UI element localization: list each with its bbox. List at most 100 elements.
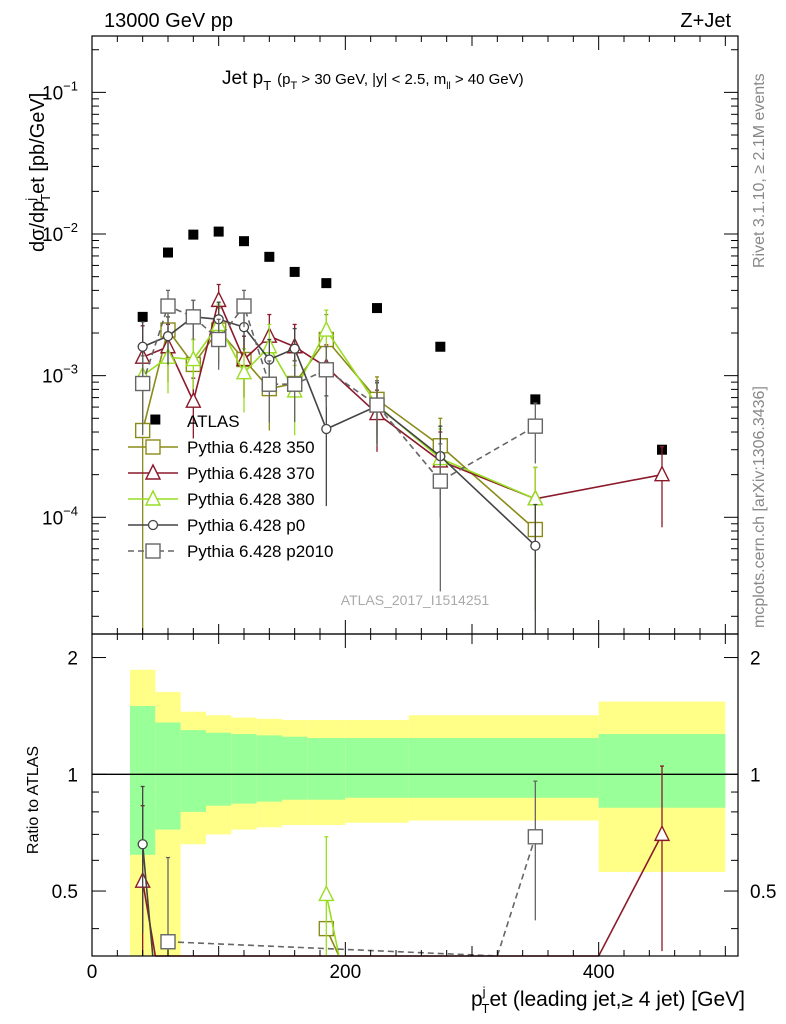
x-label-sup: j — [482, 984, 486, 999]
legend-marker — [147, 519, 159, 531]
legend-marker — [144, 463, 162, 480]
stat-uncertainty-band — [206, 732, 232, 806]
main-data-point — [372, 303, 382, 314]
main-y-label-sup: j — [23, 198, 38, 202]
main-title: Jet pT (pT > 30 GeV, |y| < 2.5, mll > 40 … — [222, 68, 524, 93]
header-right-label: Z+Jet — [680, 10, 731, 32]
main-data-point — [530, 540, 541, 551]
ratio-series-line — [325, 894, 340, 957]
ratio-axis-ticks: 0.5 0.5 1 1 2 2 0 200 400 — [52, 634, 776, 983]
legend-marker — [144, 489, 162, 506]
main-data-point — [160, 298, 176, 314]
main-data-point — [653, 465, 671, 482]
main-title-cut-end: > 40 GeV) — [451, 71, 524, 88]
ratio-data-point — [653, 824, 671, 842]
main-data-point — [321, 423, 332, 435]
legend-label: Pythia 6.428 p0 — [187, 516, 305, 535]
legend-entry: ATLAS — [187, 412, 240, 431]
legend-marker — [145, 543, 161, 559]
main-data-point — [369, 397, 385, 413]
main-axis-ticks: 10−1 10−2 10−3 10−4 — [42, 36, 738, 634]
main-data-point — [530, 394, 541, 405]
ratio-data-point — [527, 829, 544, 845]
header-left-label: 13000 GeV pp — [104, 10, 233, 32]
main-y-axis-label: dσ/dpjTet [pb/GeV] — [23, 93, 53, 252]
main-data-point — [185, 349, 202, 367]
main-data-point — [286, 376, 303, 392]
stat-uncertainty-band — [256, 735, 282, 802]
main-data-point — [213, 226, 224, 237]
main-data-point — [239, 236, 249, 247]
stat-uncertainty-band — [408, 738, 472, 798]
main-data-point — [162, 331, 174, 342]
main-data-point — [185, 309, 202, 325]
main-data-point — [435, 341, 446, 352]
main-data-point — [318, 362, 335, 378]
stat-uncertainty-band — [345, 738, 409, 798]
legend-label: Pythia 6.428 380 — [187, 490, 315, 509]
main-data-point — [163, 247, 173, 258]
main-data-point — [235, 363, 253, 380]
main-data-point — [185, 391, 202, 408]
rivet-version-label: Rivet 3.1.10, ≥ 2.1M events — [751, 73, 768, 268]
stat-uncertainty-band — [231, 734, 257, 804]
main-data-point — [137, 341, 148, 352]
ratio-series-pythia-6-428-380 — [318, 836, 340, 957]
main-y-tick-label: 10−2 — [42, 220, 78, 246]
legend-label: Pythia 6.428 370 — [187, 464, 315, 483]
ratio-y-tick-label: 2 — [67, 649, 78, 670]
ratio-y-tick-label: 1 — [67, 765, 78, 786]
ratio-y-tick-label-right: 2 — [750, 649, 761, 670]
main-title-text: Jet p — [222, 68, 263, 89]
x-tick-label: 400 — [583, 962, 615, 983]
main-data-point — [321, 278, 332, 289]
main-y-label-sub: T — [38, 194, 53, 202]
main-data-point — [432, 473, 449, 489]
main-data-point — [264, 251, 275, 262]
ratio-series-line — [141, 833, 663, 957]
ratio-bands — [92, 669, 738, 956]
ratio-data-point — [137, 839, 148, 850]
analysis-watermark: ATLAS_2017_I1514251 — [341, 592, 490, 608]
ratio-series-line — [167, 836, 537, 957]
main-data-point — [261, 376, 278, 392]
ratio-y-tick-label-right: 1 — [750, 765, 761, 786]
legend-entry: Pythia 6.428 350 — [128, 438, 315, 457]
legend-label: Pythia 6.428 p2010 — [187, 542, 334, 561]
main-y-tick-label: 10−1 — [42, 78, 78, 104]
main-y-tick-label: 10−3 — [42, 362, 78, 388]
main-data-point — [134, 375, 151, 392]
main-y-label-text: dσ/dp — [27, 201, 49, 252]
x-tick-label: 0 — [87, 962, 98, 983]
legend-entry: Pythia 6.428 380 — [128, 489, 315, 509]
x-label-sub: T — [482, 1001, 490, 1016]
legend-marker — [145, 439, 161, 455]
x-tick-label: 200 — [329, 962, 361, 983]
stat-uncertainty-band — [155, 722, 181, 830]
legend-entry: Pythia 6.428 p0 — [128, 516, 305, 535]
ratio-y-tick-label: 0.5 — [52, 882, 78, 903]
main-data-point — [527, 418, 544, 434]
main-title-cut-sub: T — [291, 80, 298, 92]
main-y-tick-label: 10−4 — [42, 503, 78, 529]
stat-uncertainty-band — [307, 738, 346, 800]
ratio-y-tick-label-right: 0.5 — [750, 882, 776, 903]
legend-label: ATLAS — [187, 412, 240, 431]
main-title-cut: (p — [277, 71, 290, 88]
main-series-line — [142, 316, 536, 547]
main-y-label-rest: et [pb/GeV] — [27, 93, 49, 194]
legend: ATLAS Pythia 6.428 350 Pythia 6.428 370 Pyt… — [128, 412, 334, 561]
legend-entry: Pythia 6.428 370 — [128, 463, 315, 483]
mcplots-label: mcplots.cern.ch [arXiv:1306.3436] — [751, 386, 768, 628]
main-data-point — [289, 343, 300, 354]
stat-uncertainty-band — [180, 730, 206, 812]
ratio-series-line — [141, 844, 154, 957]
main-series-layer — [134, 226, 671, 634]
main-data-point — [150, 414, 161, 425]
ratio-y-axis-label: Ratio to ATLAS — [25, 746, 42, 854]
x-axis-label: pj Tet (leading jet,≥ 4 jet) [GeV] — [471, 984, 745, 1016]
main-series-line — [142, 297, 663, 500]
ratio-data-point — [318, 884, 335, 902]
main-title-cut-rest: > 30 GeV, |y| < 2.5, m — [297, 71, 446, 88]
